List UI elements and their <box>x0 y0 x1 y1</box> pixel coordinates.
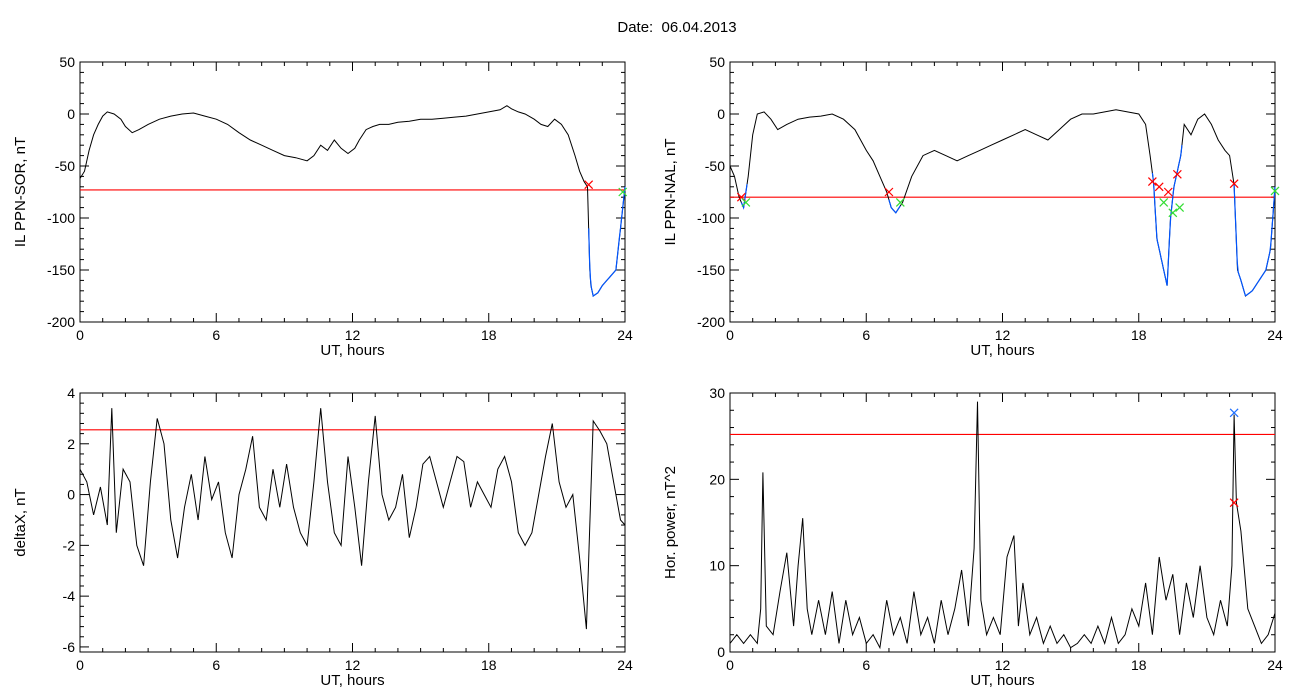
y-tick-label: -150 <box>47 262 75 278</box>
y-tick-label: 10 <box>709 558 725 574</box>
event-mark <box>895 197 905 207</box>
event-mark <box>1229 408 1239 418</box>
x-tick-label: 0 <box>726 657 734 673</box>
event-mark <box>1154 182 1164 192</box>
y-tick-label: 50 <box>709 54 725 70</box>
event-mark <box>1229 179 1239 189</box>
event-segment <box>1151 145 1183 286</box>
event-mark <box>741 197 751 207</box>
plot-frame <box>79 61 626 323</box>
y-tick-label: -6 <box>63 639 76 655</box>
x-tick-label: 24 <box>1267 657 1283 673</box>
y-tick-label: 30 <box>709 385 725 401</box>
panel-il-ppn-nal: 0 6 12 18 24 -200 -150 -100 -50 0 50 UT, hours IL PP… <box>662 54 1283 359</box>
event-segment <box>888 199 901 214</box>
y-axis-label: Hor. power, nT^2 <box>662 466 679 579</box>
series-line <box>79 408 626 630</box>
event-mark <box>584 180 594 190</box>
event-segment <box>588 186 626 297</box>
x-tick-label: 18 <box>1131 657 1147 673</box>
y-tick-label: 0 <box>67 487 75 503</box>
panel-hor-power: 0 6 12 18 24 0 10 20 30 UT, hours Hor. power, nT^2 <box>662 385 1283 689</box>
series-line <box>729 401 1276 650</box>
x-tick-label: 18 <box>481 327 497 343</box>
y-tick-label: 50 <box>59 54 75 70</box>
plot-frame <box>729 61 1276 323</box>
event-mark <box>1168 208 1178 218</box>
y-tick-label: -50 <box>705 158 725 174</box>
event-mark <box>1159 197 1169 207</box>
y-tick-label: 0 <box>67 106 75 122</box>
event-mark <box>1172 169 1182 179</box>
x-tick-label: 6 <box>212 657 220 673</box>
y-tick-label: -100 <box>697 210 725 226</box>
x-axis-label: UT, hours <box>970 342 1034 359</box>
x-tick-label: 24 <box>617 327 633 343</box>
y-tick-label: -50 <box>55 158 75 174</box>
x-tick-label: 12 <box>345 657 361 673</box>
y-tick-label: -150 <box>697 262 725 278</box>
series-line <box>79 105 626 297</box>
event-mark <box>1229 498 1239 508</box>
x-tick-label: 6 <box>212 327 220 343</box>
y-tick-label: 4 <box>67 385 75 401</box>
event-mark <box>1175 203 1185 213</box>
series-line <box>729 109 1276 297</box>
x-tick-label: 24 <box>617 657 633 673</box>
y-tick-label: -4 <box>63 588 76 604</box>
y-tick-label: 0 <box>717 644 725 660</box>
event-mark <box>1270 186 1280 196</box>
y-tick-label: -2 <box>63 537 76 553</box>
x-axis-label: UT, hours <box>320 342 384 359</box>
y-axis-label: IL PPN-NAL, nT <box>662 139 679 246</box>
y-tick-label: 20 <box>709 471 725 487</box>
x-tick-label: 0 <box>76 657 84 673</box>
x-tick-label: 6 <box>862 657 870 673</box>
event-mark <box>884 187 894 197</box>
x-tick-label: 12 <box>345 327 361 343</box>
y-tick-label: -200 <box>47 314 75 330</box>
x-tick-label: 12 <box>995 327 1011 343</box>
y-tick-label: -200 <box>697 314 725 330</box>
x-axis-label: UT, hours <box>970 672 1034 689</box>
x-axis-label: UT, hours <box>320 672 384 689</box>
event-mark <box>1147 177 1157 187</box>
y-axis-label: IL PPN-SOR, nT <box>12 137 29 247</box>
y-tick-label: -100 <box>47 210 75 226</box>
panel-il-ppn-sor: 0 6 12 18 24 -200 -150 -100 -50 0 50 UT, hours IL PP… <box>12 54 633 359</box>
x-tick-label: 12 <box>995 657 1011 673</box>
event-mark <box>1163 187 1173 197</box>
y-tick-label: 2 <box>67 436 75 452</box>
x-tick-label: 0 <box>76 327 84 343</box>
event-segment <box>1233 184 1276 297</box>
event-mark <box>618 187 628 197</box>
x-tick-label: 24 <box>1267 327 1283 343</box>
y-tick-label: 0 <box>717 106 725 122</box>
plot-frame <box>79 392 626 653</box>
y-axis-label: deltaX, nT <box>12 488 29 556</box>
x-tick-label: 18 <box>1131 327 1147 343</box>
x-tick-label: 6 <box>862 327 870 343</box>
x-tick-label: 0 <box>726 327 734 343</box>
x-tick-label: 18 <box>481 657 497 673</box>
chart-date-title: Date: 06.04.2013 <box>617 19 737 36</box>
